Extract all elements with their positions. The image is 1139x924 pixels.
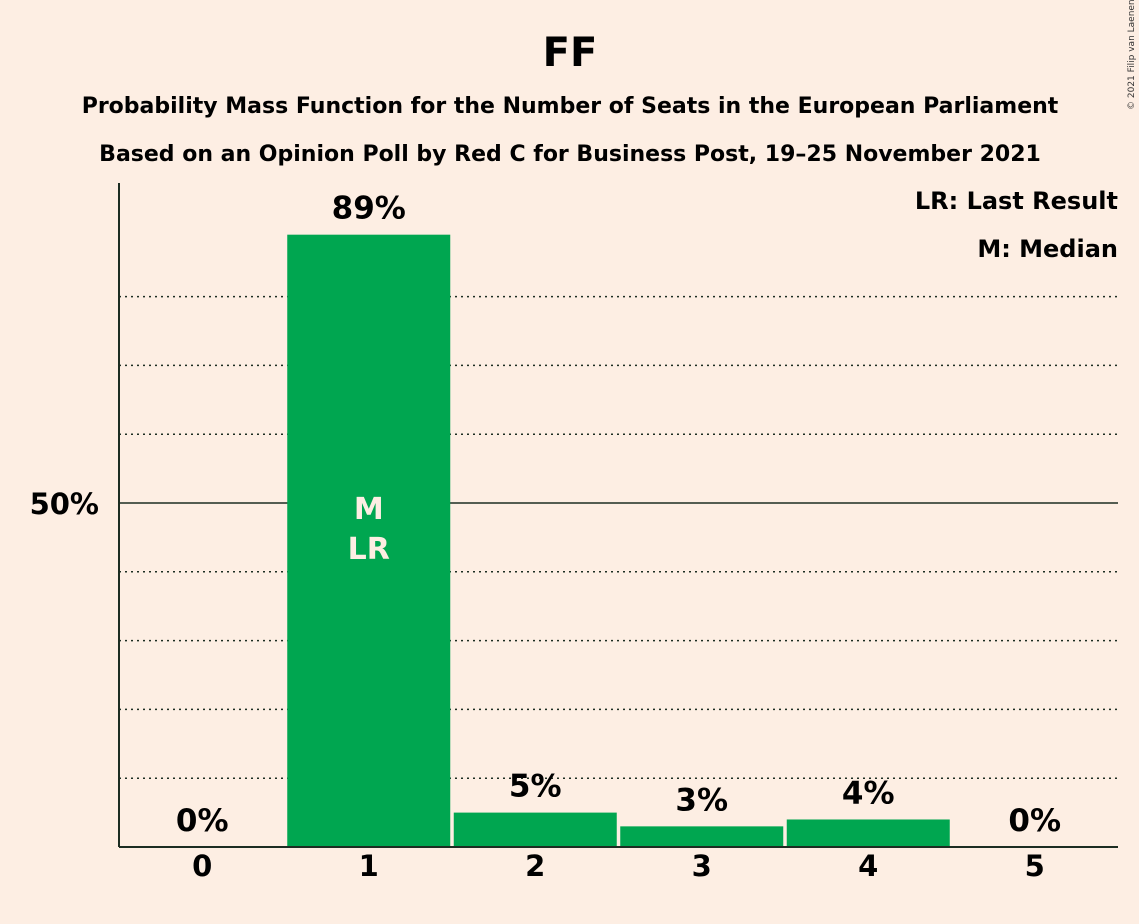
value-label-seat-4: 4% bbox=[842, 775, 895, 811]
value-label-seat-1: 89% bbox=[332, 191, 406, 227]
gridlines bbox=[119, 295, 1118, 779]
bar-seat-4 bbox=[786, 819, 950, 847]
x-tick-2: 2 bbox=[525, 849, 545, 883]
bar-markers: M LR bbox=[348, 492, 390, 567]
x-tick-3: 3 bbox=[692, 849, 712, 883]
copyright-note: © 2021 Filip van Laenen bbox=[1127, 0, 1137, 110]
value-label-seat-3: 3% bbox=[675, 782, 728, 818]
bar-seat-3 bbox=[620, 826, 784, 847]
chart-subtitle-line-2: Based on an Opinion Poll by Red C for Bu… bbox=[99, 142, 1041, 167]
x-tick-4: 4 bbox=[858, 849, 878, 883]
x-tick-5: 5 bbox=[1025, 849, 1045, 883]
y-tick-50: 50% bbox=[30, 487, 99, 521]
x-tick-labels: 0 1 2 3 4 5 bbox=[192, 849, 1045, 883]
x-tick-0: 0 bbox=[192, 849, 212, 883]
value-label-seat-2: 5% bbox=[509, 769, 562, 805]
chart-title: FF bbox=[543, 30, 598, 76]
last-result-marker: LR bbox=[348, 532, 390, 567]
bar-seat-1 bbox=[287, 234, 451, 847]
median-marker: M bbox=[354, 492, 384, 527]
y-tick-labels: 50% bbox=[30, 487, 99, 521]
legend-last-result: LR: Last Result bbox=[915, 187, 1118, 215]
chart-subtitle-line-1: Probability Mass Function for the Number… bbox=[82, 94, 1059, 119]
bars bbox=[287, 234, 950, 847]
axes bbox=[118, 183, 1118, 848]
bar-value-labels: 0% 89% 5% 3% 4% 0% bbox=[176, 191, 1061, 839]
bar-seat-2 bbox=[453, 812, 617, 847]
value-label-seat-0: 0% bbox=[176, 803, 229, 839]
x-tick-1: 1 bbox=[359, 849, 379, 883]
legend-median: M: Median bbox=[977, 235, 1118, 263]
value-label-seat-5: 0% bbox=[1008, 803, 1061, 839]
